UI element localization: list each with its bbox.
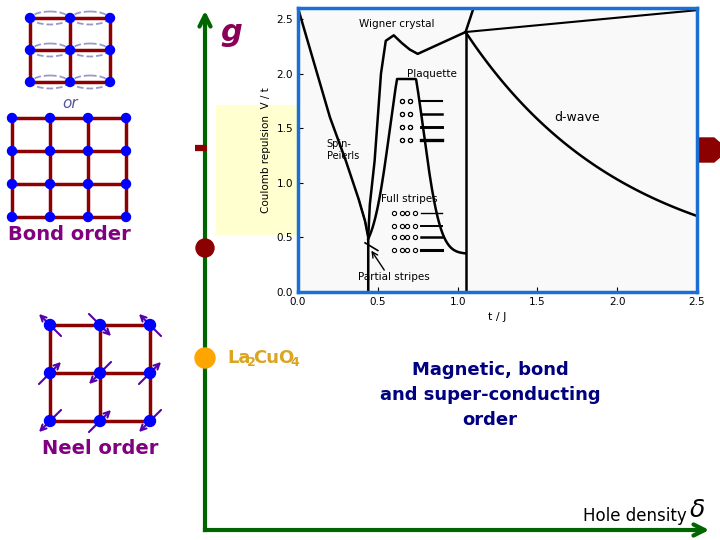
Circle shape — [145, 320, 156, 330]
Circle shape — [66, 45, 74, 55]
Text: 4: 4 — [290, 356, 299, 369]
Text: Partial stripes: Partial stripes — [358, 272, 430, 282]
Circle shape — [106, 45, 114, 55]
Circle shape — [7, 113, 17, 123]
Text: La: La — [227, 349, 251, 367]
Circle shape — [84, 179, 92, 188]
Text: 2: 2 — [247, 356, 256, 369]
Text: Plaquette: Plaquette — [407, 69, 456, 78]
Circle shape — [66, 14, 74, 23]
Circle shape — [122, 113, 130, 123]
Circle shape — [7, 179, 17, 188]
FancyArrow shape — [698, 138, 720, 162]
Circle shape — [122, 213, 130, 221]
Circle shape — [122, 146, 130, 156]
Text: d-wave: d-wave — [554, 111, 600, 124]
Text: δ: δ — [689, 498, 705, 522]
Circle shape — [122, 179, 130, 188]
Text: Wigner crystal: Wigner crystal — [359, 19, 435, 29]
Bar — [216, 105, 304, 235]
Text: CuO: CuO — [253, 349, 294, 367]
Text: Full stripes: Full stripes — [382, 194, 438, 204]
Circle shape — [25, 78, 35, 86]
Circle shape — [45, 179, 55, 188]
Circle shape — [25, 45, 35, 55]
Circle shape — [94, 320, 106, 330]
Circle shape — [84, 146, 92, 156]
Text: Magnetic, bond
and super-conducting
order: Magnetic, bond and super-conducting orde… — [379, 361, 600, 429]
Text: Localized
holes: Localized holes — [220, 133, 300, 165]
Circle shape — [106, 14, 114, 23]
Circle shape — [195, 348, 215, 368]
Circle shape — [94, 415, 106, 427]
Y-axis label: Coulomb repulsion  V / t: Coulomb repulsion V / t — [261, 87, 271, 213]
Text: Hole density: Hole density — [583, 507, 687, 525]
Text: Bond order: Bond order — [8, 225, 130, 244]
Circle shape — [7, 146, 17, 156]
Circle shape — [66, 78, 74, 86]
Circle shape — [106, 78, 114, 86]
Circle shape — [196, 239, 214, 257]
Text: Spin-
Peierls: Spin- Peierls — [327, 139, 359, 161]
Circle shape — [45, 415, 55, 427]
Circle shape — [84, 113, 92, 123]
Circle shape — [45, 146, 55, 156]
Circle shape — [145, 368, 156, 379]
Circle shape — [45, 113, 55, 123]
Circle shape — [7, 213, 17, 221]
Text: g: g — [220, 18, 242, 47]
Circle shape — [45, 213, 55, 221]
Circle shape — [145, 415, 156, 427]
Circle shape — [94, 368, 106, 379]
Circle shape — [84, 213, 92, 221]
Circle shape — [45, 320, 55, 330]
Text: Neel order: Neel order — [42, 439, 158, 458]
Text: or: or — [62, 96, 78, 111]
Circle shape — [25, 14, 35, 23]
Circle shape — [45, 368, 55, 379]
X-axis label: t / J: t / J — [488, 313, 507, 322]
